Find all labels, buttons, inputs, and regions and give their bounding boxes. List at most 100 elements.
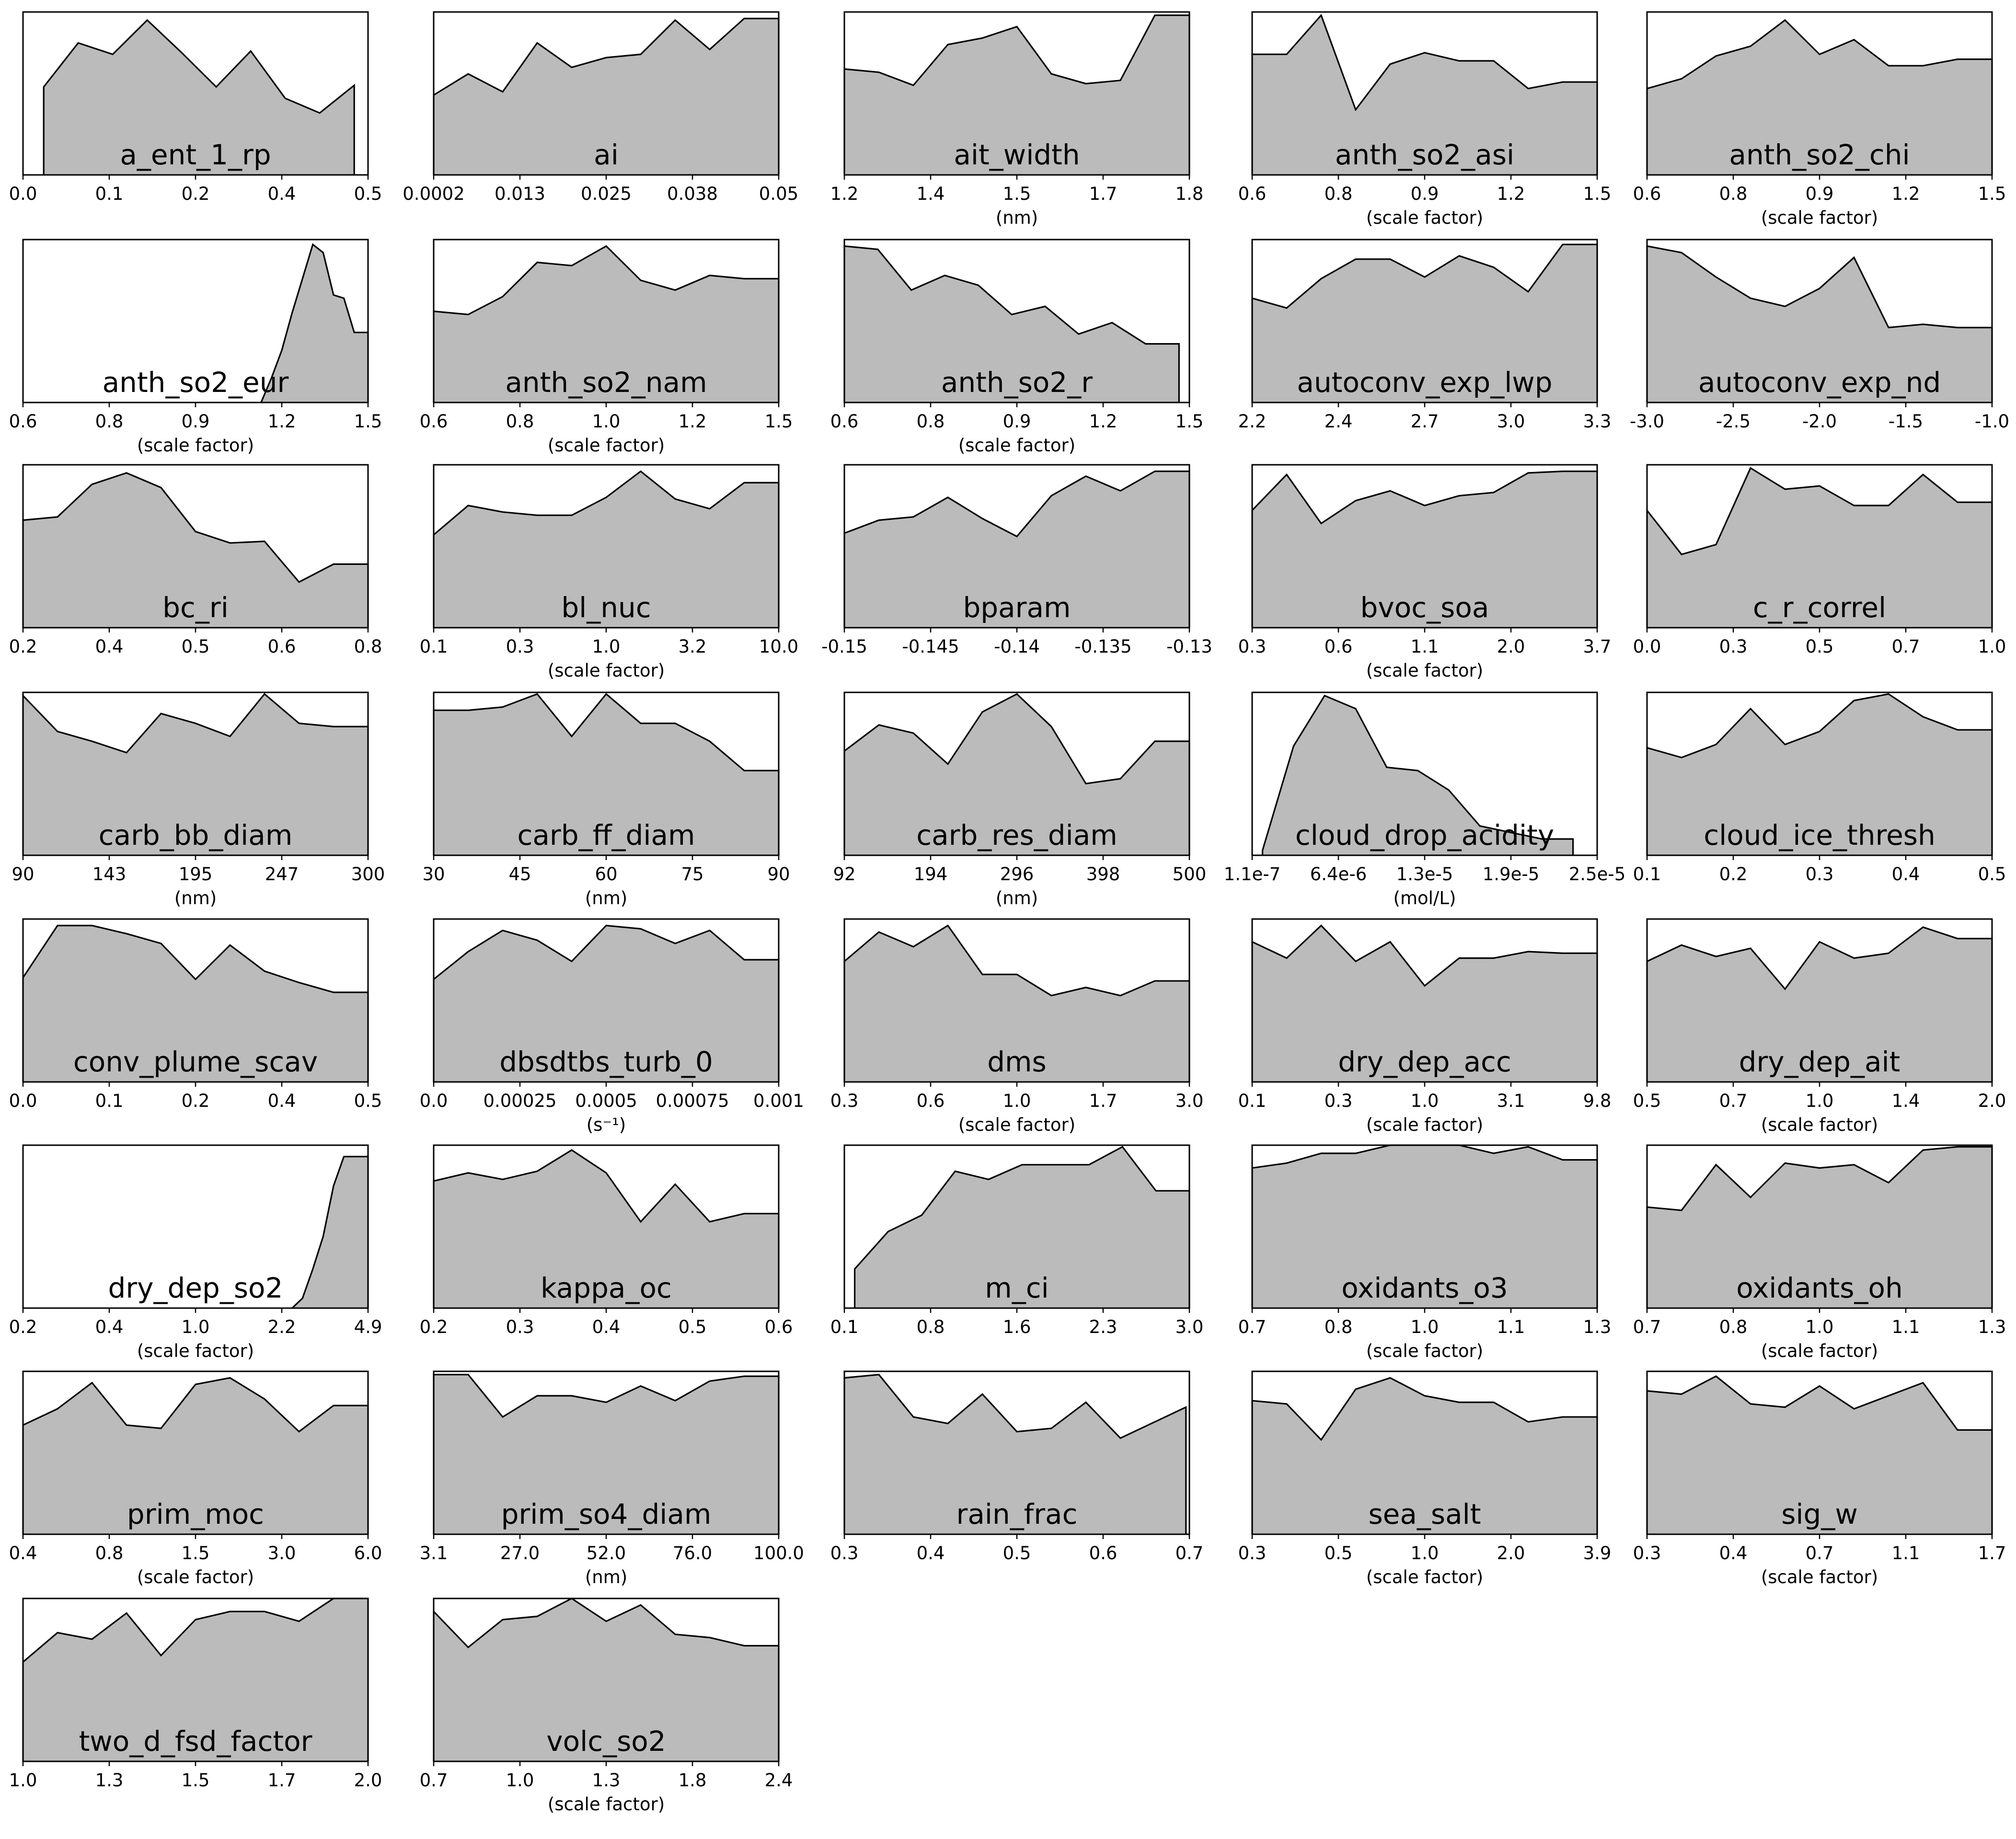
subplot-title: c_r_correl (1753, 591, 1886, 624)
subplot-anth_so2_chi: anth_so2_chi 0.6 0.8 0.9 1.2 1.5 (scale factor… (1633, 11, 2006, 228)
distribution-line (433, 924, 780, 1082)
x-tick-label: 0.3 (1633, 1543, 1661, 1563)
x-tick-label: 1.1 (1497, 1317, 1525, 1337)
distribution-line (1646, 467, 1993, 628)
area-fill (1647, 20, 1992, 175)
area-fill (434, 246, 779, 402)
x-tick-label: 75 (681, 864, 703, 885)
x-tick-label: 1.8 (1175, 184, 1204, 204)
x-tick-label: 0.0 (9, 1091, 37, 1111)
x-tick-label: 0.2 (182, 184, 210, 204)
x-axis-label: (nm) (174, 888, 217, 908)
x-tick-label: 1.1 (1892, 1317, 1920, 1337)
area-fill (434, 18, 779, 175)
x-tick-label: 6.4e-6 (1310, 864, 1367, 885)
area-fill (844, 925, 1189, 1082)
x-tick-label: 1.2 (679, 411, 707, 432)
subplot-title: sea_salt (1368, 1498, 1481, 1530)
area-fill (434, 925, 779, 1082)
x-axis-label: (scale factor) (548, 1794, 665, 1815)
area-fill (434, 1374, 779, 1534)
subplot-c_r_correl: c_r_correl 0.0 0.3 0.5 0.7 1.0 (1633, 464, 2006, 657)
x-tick-label: 398 (1086, 864, 1120, 885)
x-tick-label: 0.4 (9, 1543, 37, 1563)
x-tick-label: 0.0002 (403, 184, 464, 204)
x-tick-label: 1.0 (9, 1770, 37, 1791)
distribution-line (1251, 471, 1598, 628)
subplot-title: anth_so2_chi (1729, 138, 1910, 171)
distribution-line (1646, 245, 1993, 402)
distribution-line (843, 1374, 1187, 1534)
x-tick-label: 27.0 (500, 1543, 540, 1563)
x-tick-label: 2.0 (1497, 1543, 1525, 1563)
subplot-conv_plume_scav: conv_plume_scav 0.0 0.1 0.2 0.4 0.5 (9, 918, 382, 1111)
subplot-title: bvoc_soa (1360, 591, 1489, 624)
x-tick-label: 2.3 (1089, 1317, 1117, 1337)
subplot-bl_nuc: bl_nuc 0.1 0.3 1.0 3.2 10.0 (scale factor) (420, 464, 798, 681)
area-fill (1647, 927, 1992, 1082)
subplot-title: autoconv_exp_nd (1698, 366, 1941, 399)
subplot-a_ent_1_rp: a_ent_1_rp 0.0 0.1 0.2 0.4 0.5 (9, 11, 382, 204)
distribution-line (1251, 924, 1598, 1082)
x-tick-label: 0.6 (765, 1317, 793, 1337)
distribution-line (433, 245, 780, 402)
subplot-cloud_drop_acidity: cloud_drop_acidity 1.1e-7 6.4e-6 1.3e-5 1.9e… (1224, 691, 1625, 908)
x-tick-label: 1.1e-7 (1224, 864, 1281, 885)
distribution-line (1646, 1375, 1993, 1534)
subplot-title: autoconv_exp_lwp (1297, 366, 1552, 399)
x-tick-label: 0.5 (1978, 864, 2006, 885)
subplot-two_d_fsd_factor: two_d_fsd_factor 1.0 1.3 1.5 1.7 2.0 (9, 1598, 382, 1791)
x-tick-label: 9.8 (1583, 1091, 1612, 1111)
distribution-line (843, 14, 1190, 175)
area-fill (1262, 695, 1573, 855)
subplot-title: anth_so2_r (941, 366, 1093, 399)
x-tick-label: 3.0 (1497, 411, 1525, 432)
x-tick-label: 0.5 (679, 1317, 707, 1337)
x-axis-label: (scale factor) (1366, 207, 1483, 228)
subplot-title: m_ci (985, 1272, 1049, 1304)
subplot-kappa_oc: kappa_oc 0.2 0.3 0.4 0.5 0.6 (420, 1144, 793, 1337)
distribution-line (433, 1598, 780, 1761)
area-fill (292, 1156, 368, 1308)
x-tick-label: 0.3 (1238, 636, 1267, 657)
x-tick-label: 0.9 (182, 411, 210, 432)
x-axis-label: (scale factor) (1761, 1567, 1878, 1587)
x-tick-label: 1.4 (1892, 1091, 1920, 1111)
x-tick-label: 194 (914, 864, 948, 885)
area-fill (1647, 1147, 1992, 1308)
x-tick-label: -0.135 (1074, 636, 1131, 657)
x-tick-label: 2.4 (1325, 411, 1353, 432)
x-tick-label: 0.4 (1719, 1543, 1748, 1563)
x-tick-label: 0.025 (581, 184, 632, 204)
x-tick-label: 0.7 (1892, 636, 1920, 657)
x-tick-label: 1.0 (1806, 1317, 1834, 1337)
area-fill (1252, 15, 1597, 175)
subplot-title: ai (594, 138, 619, 171)
subplot-m_ci: m_ci 0.1 0.8 1.6 2.3 3.0 (830, 1144, 1203, 1337)
x-tick-label: 1.5 (1583, 184, 1612, 204)
x-tick-label: 92 (833, 864, 855, 885)
x-tick-label: 0.8 (1325, 1317, 1353, 1337)
x-tick-label: 2.0 (1978, 1091, 2006, 1111)
x-tick-label: 0.00025 (483, 1091, 556, 1111)
area-fill (844, 246, 1179, 402)
x-tick-label: 1.3 (95, 1770, 124, 1791)
x-tick-label: 0.6 (420, 411, 448, 432)
x-axis-label: (scale factor) (958, 435, 1075, 456)
x-tick-label: 1.0 (1978, 636, 2006, 657)
x-tick-label: 3.3 (1583, 411, 1612, 432)
subplot-title: carb_ff_diam (517, 819, 695, 851)
distribution-line (1262, 694, 1574, 855)
subplot-title: dbsdtbs_turb_0 (499, 1046, 713, 1078)
x-tick-label: 1.8 (679, 1770, 707, 1791)
subplot-ai: ai 0.0002 0.013 0.025 0.038 0.05 (403, 11, 798, 204)
subplot-anth_so2_nam: anth_so2_nam 0.6 0.8 1.0 1.2 1.5 (scale factor… (420, 239, 793, 456)
x-tick-label: 1.2 (1497, 184, 1525, 204)
x-tick-label: -0.14 (994, 636, 1040, 657)
x-axis-label: (scale factor) (1366, 1567, 1483, 1587)
x-tick-label: -0.15 (821, 636, 867, 657)
x-axis-label: (scale factor) (1761, 1115, 1878, 1135)
x-tick-label: 0.5 (1325, 1543, 1353, 1563)
subplot-title: cloud_drop_acidity (1295, 819, 1554, 851)
x-tick-label: 60 (595, 864, 617, 885)
